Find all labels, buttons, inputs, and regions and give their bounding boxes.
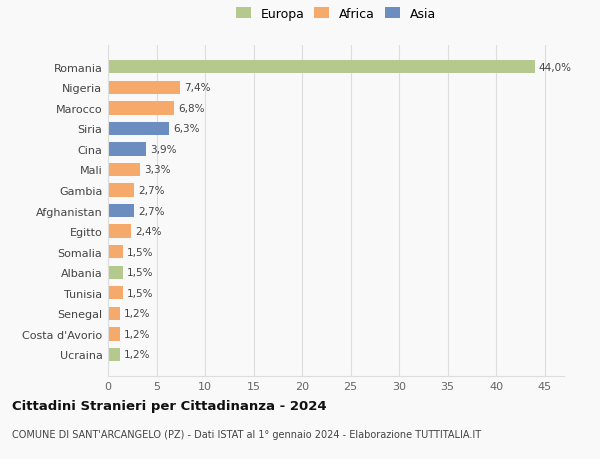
Bar: [108, 225, 131, 238]
Bar: [108, 102, 174, 115]
Bar: [108, 81, 180, 95]
Text: COMUNE DI SANT'ARCANGELO (PZ) - Dati ISTAT al 1° gennaio 2024 - Elaborazione TUT: COMUNE DI SANT'ARCANGELO (PZ) - Dati IST…: [12, 429, 481, 439]
Legend: Europa, Africa, Asia: Europa, Africa, Asia: [230, 3, 442, 26]
Bar: [108, 286, 122, 300]
Text: 6,3%: 6,3%: [173, 124, 200, 134]
Text: 1,2%: 1,2%: [124, 329, 150, 339]
Text: 3,9%: 3,9%: [150, 145, 176, 155]
Text: 7,4%: 7,4%: [184, 83, 210, 93]
Bar: [108, 246, 122, 259]
Bar: [108, 123, 169, 136]
Text: Cittadini Stranieri per Cittadinanza - 2024: Cittadini Stranieri per Cittadinanza - 2…: [12, 399, 326, 412]
Text: 2,7%: 2,7%: [138, 185, 164, 196]
Bar: [108, 348, 119, 361]
Text: 1,5%: 1,5%: [127, 288, 153, 298]
Text: 1,2%: 1,2%: [124, 309, 150, 319]
Bar: [108, 266, 122, 280]
Text: 44,0%: 44,0%: [539, 62, 572, 73]
Bar: [108, 328, 119, 341]
Text: 6,8%: 6,8%: [178, 104, 205, 113]
Text: 3,3%: 3,3%: [144, 165, 170, 175]
Text: 1,5%: 1,5%: [127, 247, 153, 257]
Text: 1,5%: 1,5%: [127, 268, 153, 278]
Bar: [108, 163, 140, 177]
Bar: [108, 184, 134, 197]
Bar: [108, 61, 535, 74]
Bar: [108, 307, 119, 320]
Text: 2,7%: 2,7%: [138, 206, 164, 216]
Bar: [108, 143, 146, 156]
Bar: [108, 204, 134, 218]
Text: 1,2%: 1,2%: [124, 350, 150, 360]
Text: 2,4%: 2,4%: [135, 227, 161, 237]
